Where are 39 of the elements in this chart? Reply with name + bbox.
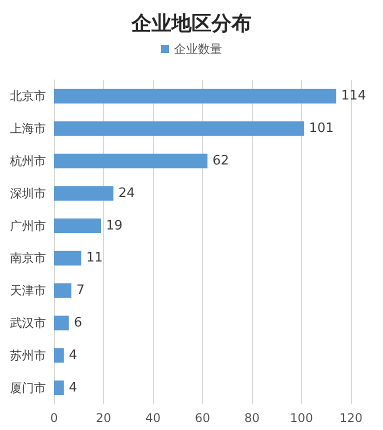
y-tick-label: 武汉市 (10, 316, 46, 330)
bar (54, 186, 114, 201)
bar (54, 348, 64, 363)
bar (54, 154, 208, 168)
data-label: 11 (86, 250, 103, 266)
y-tick-label: 苏州市 (10, 348, 46, 362)
y-tick-label: 杭州市 (9, 154, 46, 168)
legend-label: 企业数量 (174, 42, 222, 56)
x-tick-label: 100 (290, 411, 313, 425)
bar (54, 316, 69, 330)
data-label: 62 (212, 154, 229, 168)
bar (54, 283, 72, 298)
data-label: 24 (118, 186, 135, 201)
data-label: 101 (308, 121, 334, 136)
data-label: 19 (106, 218, 123, 234)
y-tick-label: 北京市 (10, 89, 46, 104)
x-tick-label: 40 (145, 411, 161, 425)
x-tick-label: 120 (340, 411, 362, 425)
data-label: 7 (76, 283, 85, 298)
y-tick-label: 天津市 (10, 284, 46, 298)
bar (54, 380, 64, 396)
y-tick-label: 广州市 (10, 218, 46, 233)
y-tick-label: 上海市 (10, 122, 46, 136)
data-label: 4 (68, 380, 78, 396)
y-tick-label: 南京市 (10, 251, 46, 266)
bar (54, 121, 304, 136)
y-tick-label: 厦门市 (10, 380, 46, 395)
data-label: 4 (68, 348, 78, 363)
x-tick-label: 80 (244, 411, 260, 425)
x-tick-label: 0 (50, 411, 58, 425)
x-tick-label: 60 (194, 411, 210, 425)
chart-title: 企业地区分布 (130, 11, 252, 35)
bar (54, 88, 336, 104)
bar (54, 218, 102, 234)
data-label: 6 (74, 316, 82, 330)
data-label: 114 (341, 88, 366, 104)
x-tick-label: 20 (96, 411, 112, 425)
bar (54, 250, 82, 266)
y-tick-label: 深圳市 (10, 186, 46, 200)
